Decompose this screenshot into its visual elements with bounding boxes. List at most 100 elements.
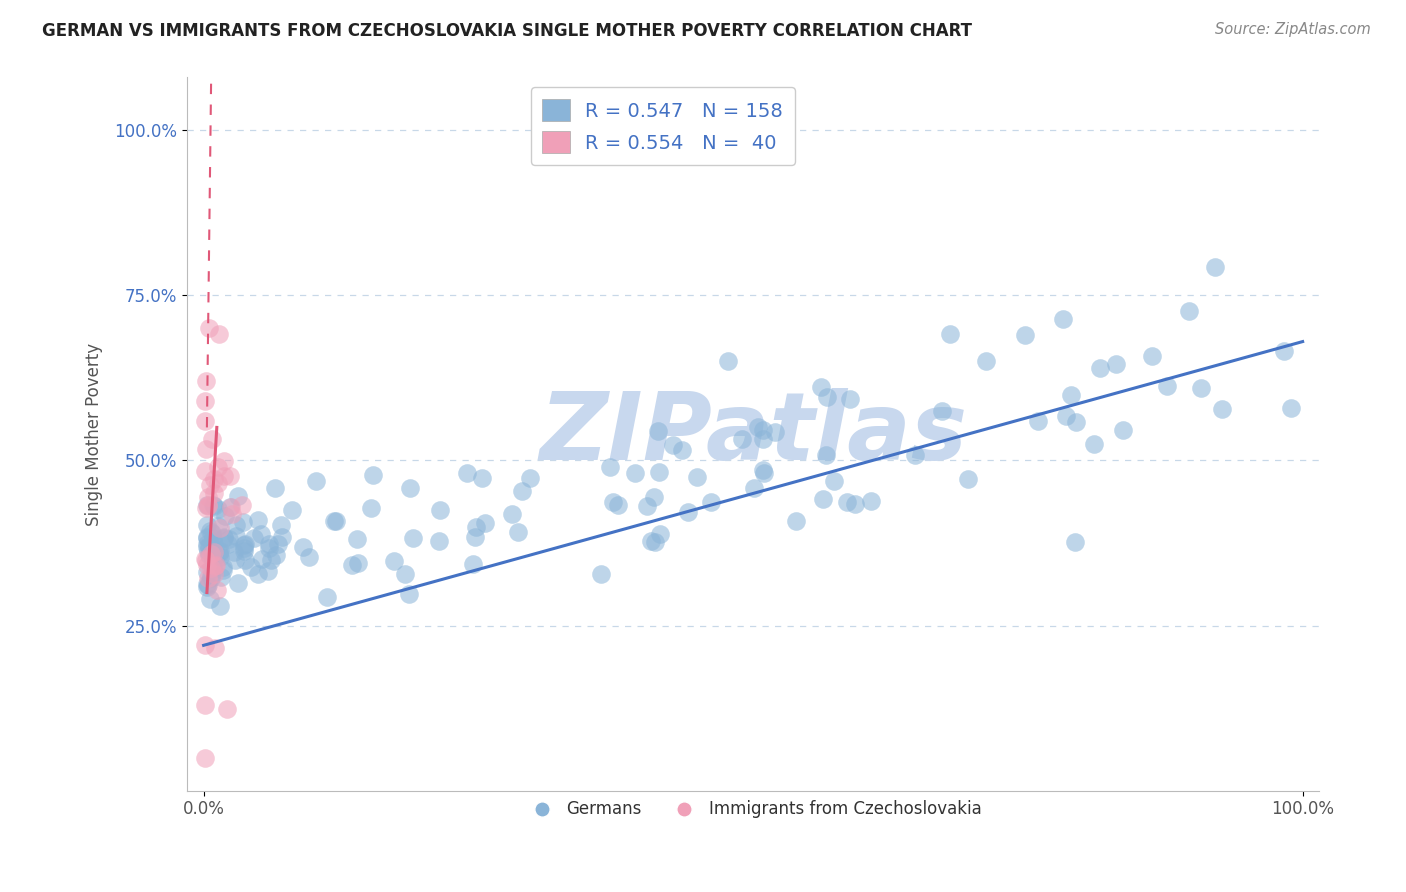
Point [226,576,249,591]
Point [195,499,218,513]
Point [429,503,451,517]
Point [271,530,294,544]
Point [198,548,221,562]
Point [956,472,979,486]
Point [599,459,621,474]
Point [194,414,217,428]
Point [208,599,231,613]
Point [209,570,232,584]
Point [461,557,484,571]
Point [1272,344,1295,359]
Point [1028,414,1050,428]
Point [195,531,218,545]
Point [208,545,231,559]
Point [194,638,217,652]
Point [1189,381,1212,395]
Point [1105,357,1128,371]
Point [939,327,962,342]
Point [205,583,228,598]
Point [823,474,845,488]
Point [224,552,246,566]
Point [212,453,235,467]
Point [202,566,225,581]
Point [814,448,837,462]
Point [197,500,219,514]
Point [361,468,384,483]
Point [474,516,496,530]
Point [195,566,218,580]
Point [323,514,346,528]
Point [200,591,222,606]
Point [717,354,740,368]
Point [200,524,222,538]
Point [233,537,256,551]
Point [202,560,225,574]
Point [197,571,219,585]
Point [225,528,247,542]
Point [643,490,665,504]
Point [195,442,218,457]
Point [747,420,769,434]
Point [644,535,666,549]
Legend: Germans, Immigrants from Czechoslovakia: Germans, Immigrants from Czechoslovakia [519,794,988,825]
Point [1054,409,1077,423]
Point [209,543,232,558]
Point [240,560,263,574]
Point [815,390,838,404]
Point [204,640,226,655]
Point [754,466,776,480]
Point [198,539,221,553]
Point [636,499,658,513]
Point [204,544,226,558]
Point [232,515,254,529]
Point [218,533,240,547]
Point [624,466,647,480]
Point [305,474,328,488]
Point [464,520,486,534]
Point [233,553,256,567]
Point [742,481,765,495]
Point [194,374,217,388]
Point [671,443,693,458]
Point [200,568,222,582]
Point [1064,534,1087,549]
Point [810,380,832,394]
Point [270,518,292,533]
Point [201,534,224,549]
Point [839,392,862,407]
Point [195,580,218,594]
Point [246,513,269,527]
Text: GERMAN VS IMMIGRANTS FROM CZECHOSLOVAKIA SINGLE MOTHER POVERTY CORRELATION CHART: GERMAN VS IMMIGRANTS FROM CZECHOSLOVAKIA… [42,22,972,40]
Text: Source: ZipAtlas.com: Source: ZipAtlas.com [1215,22,1371,37]
Point [1156,379,1178,393]
Point [501,507,523,521]
Point [1083,436,1105,450]
Point [298,550,321,565]
Point [752,432,775,446]
Point [316,590,339,604]
Point [202,486,225,500]
Point [263,482,285,496]
Point [197,578,219,592]
Point [202,472,225,486]
Point [219,500,242,515]
Point [1052,311,1074,326]
Point [506,525,529,540]
Point [232,538,254,552]
Point [835,495,858,509]
Point [212,563,235,577]
Point [194,698,217,712]
Point [195,576,218,591]
Point [207,459,229,474]
Point [198,321,221,335]
Point [647,424,669,438]
Point [859,494,882,508]
Point [217,702,239,716]
Point [1279,401,1302,416]
Point [1090,361,1112,376]
Point [340,558,363,572]
Point [194,394,217,409]
Point [785,514,807,528]
Point [382,554,405,568]
Point [208,547,231,561]
